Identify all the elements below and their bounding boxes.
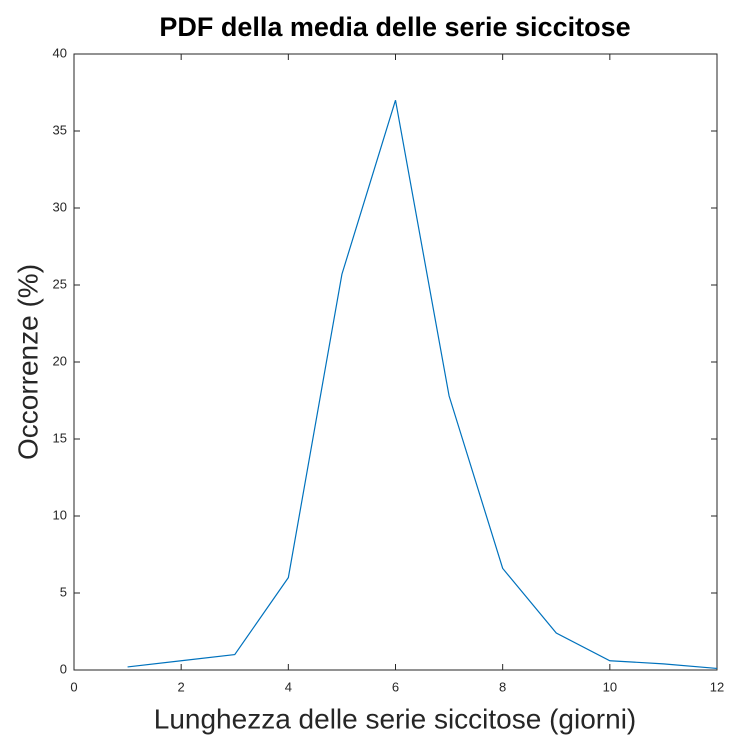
y-tick-label: 5 xyxy=(60,584,67,599)
x-tick-label: 6 xyxy=(392,679,399,694)
y-tick-label: 15 xyxy=(53,430,67,445)
x-axis-label: Lunghezza delle serie siccitose (giorni) xyxy=(154,703,636,734)
y-tick-label: 10 xyxy=(53,507,67,522)
y-tick-label: 25 xyxy=(53,276,67,291)
x-tick-label: 8 xyxy=(499,679,506,694)
y-axis-label: Occorrenze (%) xyxy=(12,264,43,460)
y-tick-label: 20 xyxy=(53,353,67,368)
x-tick-label: 10 xyxy=(603,679,617,694)
x-tick-label: 12 xyxy=(710,679,724,694)
x-tick-label: 4 xyxy=(285,679,292,694)
y-tick-label: 40 xyxy=(53,45,67,60)
plot-frame xyxy=(73,53,718,671)
y-tick-label: 35 xyxy=(53,122,67,137)
chart-title: PDF della media delle serie siccitose xyxy=(159,12,630,42)
x-tick-label: 0 xyxy=(70,679,77,694)
data-line xyxy=(127,100,718,670)
x-tick-label: 2 xyxy=(178,679,185,694)
y-tick-label: 30 xyxy=(53,199,67,214)
y-tick-label: 0 xyxy=(60,661,67,676)
